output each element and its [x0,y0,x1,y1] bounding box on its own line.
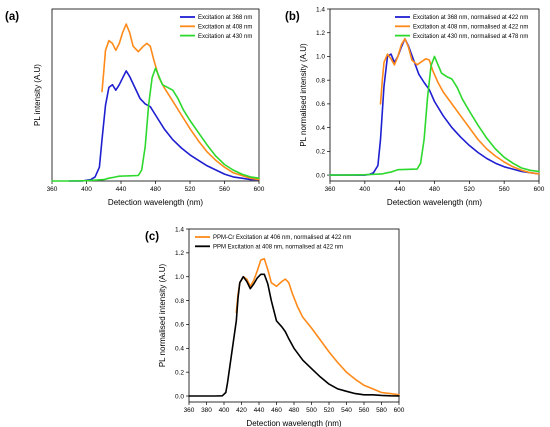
y-tick-label-c: 0.6 [175,322,184,329]
panel-label-b: (b) [285,11,300,23]
series-line-a-1 [68,70,260,182]
x-tick-label-b: 440 [394,186,405,193]
y-axis-label-c: PL normalised intensity (A.U) [158,264,167,368]
y-tick-label-b: 0.2 [316,149,325,156]
x-tick-label-c: 540 [341,407,352,414]
panel-label-a: (a) [5,11,19,23]
y-tick-label-b: 1.4 [316,6,325,13]
series-line-b-2 [379,37,540,175]
y-tick-label-c: 1.2 [175,250,184,257]
x-tick-label-c: 600 [394,407,405,414]
series-line-a-2 [101,23,260,181]
legend-label-b-1: Excitation at 368 nm, normalised at 422 … [413,15,528,21]
x-tick-label-c: 400 [219,407,230,414]
series-line-c-2 [188,273,400,397]
x-axis-label-b: Detection wavelength (nm) [387,198,482,207]
y-tick-label-c: 1.0 [175,274,184,281]
x-axis-label-c: Detection wavelength (nm) [246,419,341,427]
x-tick-label-b: 520 [464,186,475,193]
x-tick-label-b: 360 [325,186,336,193]
x-tick-label-c: 360 [184,407,195,414]
series-line-c-1 [235,258,400,396]
x-tick-label-c: 520 [324,407,335,414]
y-axis-label-a: PL intensity (A.U) [33,64,42,126]
y-tick-label-b: 1.2 [316,30,325,37]
x-tick-label-a: 600 [254,186,265,193]
legend-label-a-3: Excitation at 430 nm [198,34,252,40]
y-tick-label-b: 1.0 [316,54,325,61]
y-tick-label-b: 0.8 [316,77,325,84]
x-tick-label-c: 580 [376,407,387,414]
x-tick-label-a: 520 [185,186,196,193]
x-tick-label-c: 480 [289,407,300,414]
x-tick-label-a: 360 [47,186,58,193]
legend-label-b-2: Excitation at 408 nm, normalised at 422 … [413,25,528,31]
legend-label-a-2: Excitation at 408 nm [198,25,252,31]
legend-label-b-3: Excitation at 430 nm, normalised at 478 … [413,34,528,40]
x-tick-label-b: 400 [359,186,370,193]
x-tick-label-b: 600 [534,186,545,193]
x-axis-label-a: Detection wavelength (nm) [108,198,203,207]
x-tick-label-b: 480 [429,186,440,193]
series-line-b-3 [329,55,540,176]
x-tick-label-a: 560 [219,186,230,193]
x-tick-label-c: 500 [306,407,317,414]
x-tick-label-b: 560 [499,186,510,193]
y-tick-label-b: 0.4 [316,125,325,132]
x-tick-label-a: 480 [150,186,161,193]
y-tick-label-c: 0.4 [175,346,184,353]
y-tick-label-b: 0.0 [316,172,325,179]
y-tick-label-c: 0.8 [175,298,184,305]
x-tick-label-c: 420 [236,407,247,414]
y-axis-label-b: PL normalised intensity (A.U) [299,43,308,147]
x-tick-label-c: 440 [254,407,265,414]
y-tick-label-c: 0.0 [175,393,184,400]
legend-label-a-1: Excitation at 368 nm [198,15,252,21]
y-tick-label-c: 0.2 [175,369,184,376]
plot-frame-c [188,228,400,403]
x-tick-label-c: 460 [271,407,282,414]
x-tick-label-c: 560 [359,407,370,414]
series-line-b-1 [329,37,540,176]
y-tick-label-b: 0.6 [316,101,325,108]
legend-label-c-2: PPM Excitation at 408 nm, normalised at … [213,245,343,251]
y-tick-label-c: 1.4 [175,226,184,233]
series-line-a-3 [51,67,260,182]
x-tick-label-a: 440 [116,186,127,193]
x-tick-label-c: 380 [201,407,212,414]
panel-label-c: (c) [145,231,159,243]
legend-label-c-1: PPM-Cr Excitation at 406 nm, normalised … [213,235,351,241]
x-tick-label-a: 400 [81,186,92,193]
